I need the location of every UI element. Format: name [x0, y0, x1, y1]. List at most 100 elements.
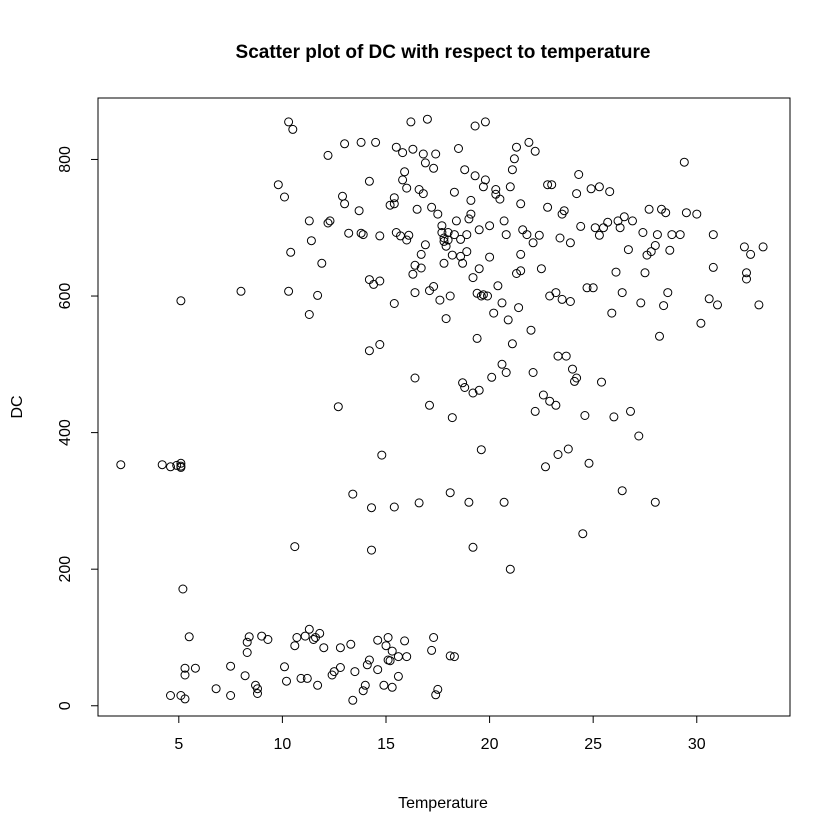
data-point	[416, 249, 426, 259]
data-point	[462, 230, 472, 240]
data-point	[348, 695, 358, 705]
data-point	[437, 228, 447, 237]
data-point	[474, 385, 484, 395]
data-point	[559, 206, 569, 216]
data-point	[474, 264, 484, 274]
data-point	[449, 187, 459, 197]
data-point	[304, 624, 314, 634]
x-axis: 5 10 15 20 25 30	[174, 715, 706, 753]
data-point	[176, 458, 186, 468]
data-point	[385, 200, 395, 210]
data-point	[418, 149, 428, 159]
data-point	[184, 632, 194, 642]
data-point	[425, 400, 434, 410]
data-point	[400, 167, 410, 177]
data-point	[491, 189, 501, 199]
y-tick-label: 0	[57, 701, 74, 710]
data-point	[393, 671, 403, 681]
data-point	[242, 648, 252, 657]
data-point	[306, 236, 316, 246]
data-point	[369, 279, 379, 289]
data-point	[398, 175, 408, 185]
data-point	[335, 643, 345, 653]
data-point	[518, 225, 528, 235]
data-point	[474, 225, 484, 235]
data-point	[681, 208, 691, 218]
data-point	[667, 230, 677, 240]
data-point	[501, 230, 511, 240]
data-point	[166, 462, 175, 472]
plot-frame	[97, 97, 791, 717]
data-point	[418, 189, 428, 199]
y-axis: 0 200 400 600 800	[57, 146, 99, 710]
data-point	[584, 458, 594, 468]
data-point	[356, 228, 366, 238]
data-point	[536, 264, 546, 274]
data-point	[449, 230, 459, 240]
data-point	[516, 199, 526, 209]
data-point	[408, 269, 418, 279]
data-point	[565, 238, 575, 248]
data-point	[557, 294, 567, 304]
data-point	[499, 216, 509, 226]
data-point	[491, 185, 501, 194]
data-point	[708, 230, 718, 240]
data-point	[478, 182, 488, 192]
data-point	[507, 165, 517, 175]
data-point	[483, 291, 492, 301]
data-point	[263, 635, 273, 644]
chart-title: Scatter plot of DC with respect to tempe…	[236, 42, 651, 63]
data-point	[284, 286, 294, 296]
data-point	[402, 652, 412, 662]
data-point	[323, 150, 333, 160]
data-point	[443, 228, 453, 237]
data-point	[480, 117, 490, 127]
data-point	[329, 667, 339, 677]
data-point	[253, 689, 262, 698]
data-point	[505, 564, 515, 574]
data-point	[447, 413, 457, 423]
data-point	[568, 364, 577, 374]
data-point	[551, 288, 561, 298]
data-point	[487, 372, 497, 382]
data-point	[383, 633, 393, 642]
data-point	[172, 460, 182, 470]
data-point	[462, 247, 472, 257]
data-point	[476, 291, 486, 301]
data-point	[381, 641, 391, 651]
data-point	[385, 656, 395, 666]
data-point	[594, 182, 604, 192]
data-point	[402, 235, 412, 245]
data-point	[696, 318, 706, 328]
data-point	[356, 137, 366, 147]
y-tick-label: 200	[57, 556, 74, 583]
data-point	[526, 325, 536, 335]
data-point	[340, 139, 350, 149]
data-point	[433, 209, 443, 219]
data-point	[574, 170, 584, 179]
data-point	[410, 260, 420, 270]
data-point	[470, 171, 480, 181]
data-point	[358, 686, 368, 696]
data-point	[292, 633, 302, 642]
data-point	[280, 662, 289, 672]
data-point	[302, 673, 312, 683]
data-point	[286, 247, 296, 257]
data-point	[493, 281, 503, 291]
data-point	[435, 295, 445, 305]
data-point	[178, 584, 188, 594]
data-point	[586, 184, 596, 194]
data-point	[236, 286, 246, 296]
data-point	[466, 209, 476, 219]
data-point	[375, 340, 385, 349]
data-point	[367, 503, 376, 513]
data-point	[679, 157, 689, 167]
data-point	[391, 142, 401, 152]
data-point	[408, 144, 418, 154]
data-point	[387, 646, 397, 656]
data-point	[304, 216, 314, 226]
data-point	[323, 218, 333, 228]
data-point	[617, 486, 627, 496]
data-point	[599, 223, 608, 233]
